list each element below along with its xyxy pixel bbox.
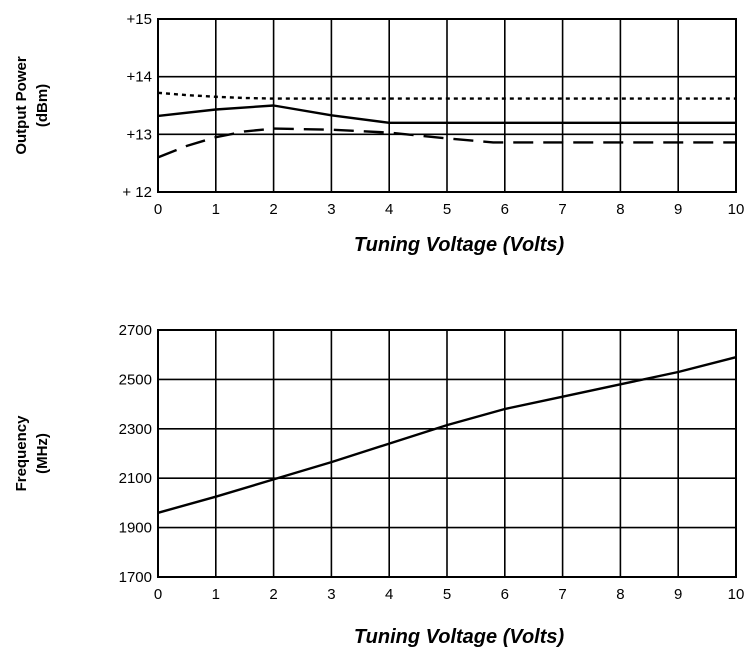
output-power-chart: 0 1 2 3 4 5 6 7 8 9 10 + 12 +13 +14 +15 Tuning Voltage …	[13, 11, 744, 256]
x-tick-label: 4	[385, 201, 393, 218]
y-tick-label: 2300	[119, 421, 152, 438]
solid-series-line	[157, 104, 736, 125]
x-tick-label: 3	[327, 201, 335, 218]
y-axis-title: Frequency	[13, 415, 30, 492]
x-tick-label: 2	[269, 586, 277, 603]
y-tick-label: 2500	[119, 371, 152, 388]
x-tick-label: 3	[327, 586, 335, 603]
x-tick-label: 9	[674, 586, 682, 603]
x-tick-label: 8	[616, 201, 624, 218]
x-tick-label: 10	[728, 586, 745, 603]
x-tick-label: 1	[212, 586, 220, 603]
x-tick-label: 10	[728, 201, 745, 218]
x-axis-title: Tuning Voltage (Volts)	[354, 234, 565, 256]
x-tick-label: 0	[154, 586, 162, 603]
y-tick-label: + 12	[122, 184, 152, 201]
x-tick-label: 1	[212, 201, 220, 218]
dotted-series-line	[157, 91, 736, 100]
x-tick-label: 9	[674, 201, 682, 218]
x-tick-label: 2	[269, 201, 277, 218]
x-tick-label: 0	[154, 201, 162, 218]
solid-series-line	[157, 356, 737, 514]
y-tick-label: 1900	[119, 520, 152, 537]
x-tick-label: 4	[385, 586, 393, 603]
y-tick-label: +14	[127, 69, 152, 86]
dashed-series-line	[157, 127, 736, 159]
y-tick-label: 2100	[119, 470, 152, 487]
x-tick-label: 6	[501, 586, 509, 603]
x-tick-label: 6	[501, 201, 509, 218]
x-tick-label: 5	[443, 586, 451, 603]
y-tick-label: +13	[127, 126, 152, 143]
y-axis-title: (MHz)	[34, 433, 51, 474]
x-tick-label: 7	[558, 201, 566, 218]
x-axis-title: Tuning Voltage (Volts)	[354, 626, 565, 648]
y-tick-label: 1700	[119, 569, 152, 586]
x-tick-label: 5	[443, 201, 451, 218]
x-tick-label: 8	[616, 586, 624, 603]
y-axis-title: Output Power	[13, 56, 30, 154]
frequency-chart: 0 1 2 3 4 5 6 7 8 9 10 1700 1900 2100 2300 2500 2700 Tuni…	[13, 322, 744, 648]
y-tick-label: 2700	[119, 322, 152, 339]
y-tick-label: +15	[127, 11, 152, 28]
y-axis-title: (dBm)	[34, 84, 51, 127]
plot-frame	[157, 18, 737, 193]
x-tick-label: 7	[558, 586, 566, 603]
plot-frame	[157, 329, 737, 578]
